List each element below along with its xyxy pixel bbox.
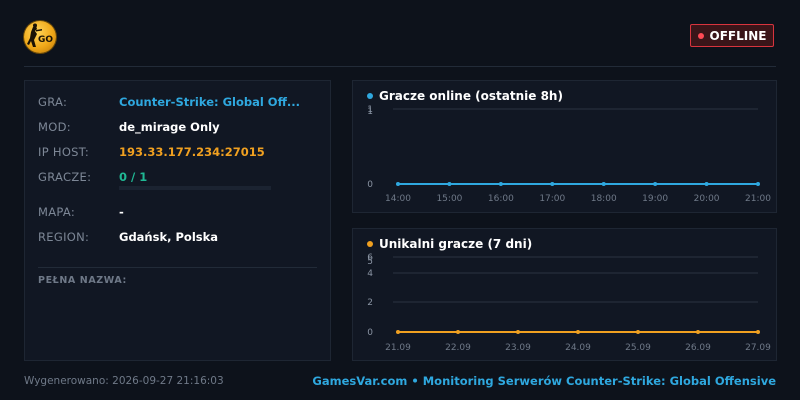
ip-value[interactable]: 193.33.177.234:27015 [119, 145, 265, 159]
x-tick-label: 22.09 [445, 343, 471, 353]
generated-timestamp: Wygenerowano: 2026-09-27 21:16:03 [24, 375, 224, 387]
status-text: OFFLINE [709, 28, 767, 43]
x-tick-label: 14:00 [385, 194, 411, 204]
y-tick-label: 5 [367, 257, 373, 267]
map-label: MAPA: [38, 205, 76, 219]
x-tick-label: 23.09 [505, 343, 531, 353]
data-point[interactable] [456, 330, 460, 334]
data-point[interactable] [516, 330, 520, 334]
game-label: GRA: [38, 95, 68, 109]
y-tick-label: 6 [367, 253, 373, 263]
data-point[interactable] [696, 330, 700, 334]
ip-label: IP HOST: [38, 145, 90, 159]
x-tick-label: 19:00 [642, 194, 668, 204]
x-tick-label: 26.09 [685, 343, 711, 353]
server-info-panel: GRA: Counter-Strike: Global Off... MOD: … [24, 80, 331, 361]
chart-title-text: Unikalni gracze (7 dni) [379, 237, 533, 251]
status-badge: OFFLINE [690, 24, 774, 47]
data-point[interactable] [756, 182, 760, 186]
map-value: - [119, 205, 124, 219]
data-point[interactable] [704, 182, 709, 186]
fullname-label: PEŁNA NAZWA: [38, 275, 127, 286]
data-point[interactable] [756, 330, 760, 334]
csgo-logo-icon: GO [24, 21, 56, 53]
data-point[interactable] [576, 330, 580, 334]
mod-label: MOD: [38, 120, 71, 134]
x-tick-label: 25.09 [625, 343, 651, 353]
y-tick-label: 2 [367, 298, 373, 308]
x-tick-label: 16:00 [488, 194, 514, 204]
game-value[interactable]: Counter-Strike: Global Off... [119, 95, 301, 109]
x-tick-label: 21:00 [745, 194, 771, 204]
info-divider [38, 267, 317, 268]
data-point[interactable] [653, 182, 658, 186]
x-tick-label: 17:00 [539, 194, 565, 204]
header-divider [24, 66, 776, 67]
x-tick-label: 18:00 [591, 194, 617, 204]
region-label: REGION: [38, 230, 90, 244]
data-point[interactable] [550, 182, 555, 186]
mod-value: de_mirage Only [119, 120, 220, 134]
players-online-chart: Gracze online (ostatnie 8h) 1 1 0 14:00 15:0… [352, 80, 777, 213]
chart-title: Unikalni gracze (7 dni) [367, 237, 532, 251]
region-value: Gdańsk, Polska [119, 230, 219, 244]
y-tick-label: 1 [367, 107, 373, 117]
data-point[interactable] [498, 182, 503, 186]
data-point[interactable] [636, 330, 640, 334]
chart-plot: 65 4 2 0 21.09 22.09 23.09 24.09 25.09 26.09 27.09 [367, 253, 771, 353]
x-tick-label: 20:00 [694, 194, 720, 204]
chart-title: Gracze online (ostatnie 8h) [367, 89, 563, 103]
x-tick-label: 27.09 [745, 343, 771, 353]
players-value: 0 / 1 [119, 170, 148, 184]
x-tick-label: 21.09 [385, 343, 411, 353]
players-label: GRACZE: [38, 170, 92, 184]
x-tick-label: 24.09 [565, 343, 591, 353]
chart-legend-bullet-icon [367, 241, 373, 247]
data-point[interactable] [447, 182, 452, 186]
y-tick-label: 1 [367, 105, 373, 115]
chart-title-text: Gracze online (ostatnie 8h) [379, 89, 563, 103]
data-point[interactable] [396, 330, 400, 334]
logo-text: GO [38, 35, 53, 45]
chart-legend-bullet-icon [367, 93, 373, 99]
data-point[interactable] [601, 182, 606, 186]
y-tick-label: 0 [367, 328, 373, 338]
y-tick-label: 0 [367, 180, 373, 190]
players-progress-bar [119, 186, 271, 190]
status-dot-icon [697, 32, 704, 39]
x-tick-label: 15:00 [436, 194, 462, 204]
y-tick-label: 4 [367, 269, 373, 279]
unique-players-chart: Unikalni gracze (7 dni) 6 5 4 2 0 21.09 22.09 2… [352, 228, 777, 361]
footer-brand-link[interactable]: GamesVar.com • Monitoring Serwerów Count… [312, 374, 776, 388]
data-point[interactable] [396, 182, 400, 186]
